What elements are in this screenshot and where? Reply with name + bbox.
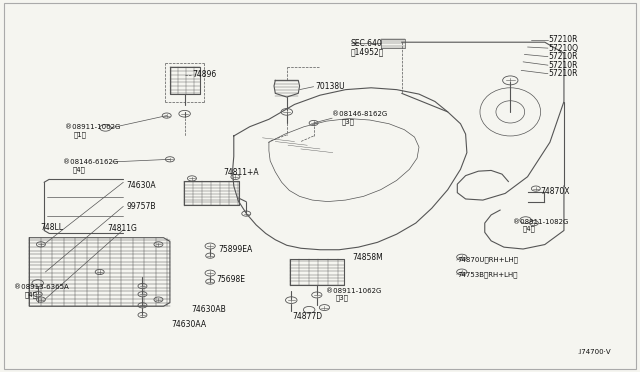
- Text: （1）: （1）: [74, 132, 87, 138]
- Text: （4）: （4）: [522, 226, 535, 232]
- Text: 74630AB: 74630AB: [191, 305, 227, 314]
- Text: 74811+A: 74811+A: [223, 168, 259, 177]
- Text: ®08146-6162G: ®08146-6162G: [63, 159, 118, 165]
- Text: 74896: 74896: [192, 70, 216, 79]
- Text: 74870X: 74870X: [540, 187, 570, 196]
- Text: 57210R: 57210R: [548, 52, 578, 61]
- Text: 75698E: 75698E: [216, 275, 245, 284]
- Text: （4）: （4）: [72, 166, 85, 173]
- Text: 74870U（RH+LH）: 74870U（RH+LH）: [458, 257, 518, 263]
- Text: （3）: （3）: [342, 119, 355, 125]
- Text: 74753B（RH+LH）: 74753B（RH+LH）: [458, 271, 518, 278]
- Text: （4）: （4）: [24, 291, 37, 298]
- Text: 748LL: 748LL: [40, 223, 63, 232]
- Text: 57210Q: 57210Q: [548, 44, 579, 52]
- Text: ®08911-1062G: ®08911-1062G: [326, 288, 382, 294]
- Text: 57210R: 57210R: [548, 61, 578, 70]
- Text: 99757B: 99757B: [127, 202, 156, 211]
- Text: .I74700·V: .I74700·V: [577, 349, 611, 355]
- Text: 74877D: 74877D: [292, 312, 322, 321]
- Text: ®08913-6365A: ®08913-6365A: [14, 284, 69, 290]
- Text: 74630A: 74630A: [127, 181, 156, 190]
- Text: 〔14952〕: 〔14952〕: [351, 47, 384, 56]
- Text: SEC.640: SEC.640: [351, 39, 383, 48]
- Text: 57210R: 57210R: [548, 69, 578, 78]
- Text: 74630AA: 74630AA: [172, 321, 206, 330]
- Text: 75899EA: 75899EA: [218, 245, 253, 254]
- Text: 74858M: 74858M: [353, 253, 383, 262]
- Text: 74811G: 74811G: [108, 224, 137, 233]
- Text: ®08911-1062G: ®08911-1062G: [65, 125, 120, 131]
- Text: ®08146-8162G: ®08146-8162G: [332, 112, 387, 118]
- Text: 57210R: 57210R: [548, 35, 578, 44]
- Text: 70138U: 70138U: [315, 82, 344, 91]
- Text: （3）: （3）: [336, 295, 349, 301]
- Text: ®08911-1082G: ®08911-1082G: [513, 219, 568, 225]
